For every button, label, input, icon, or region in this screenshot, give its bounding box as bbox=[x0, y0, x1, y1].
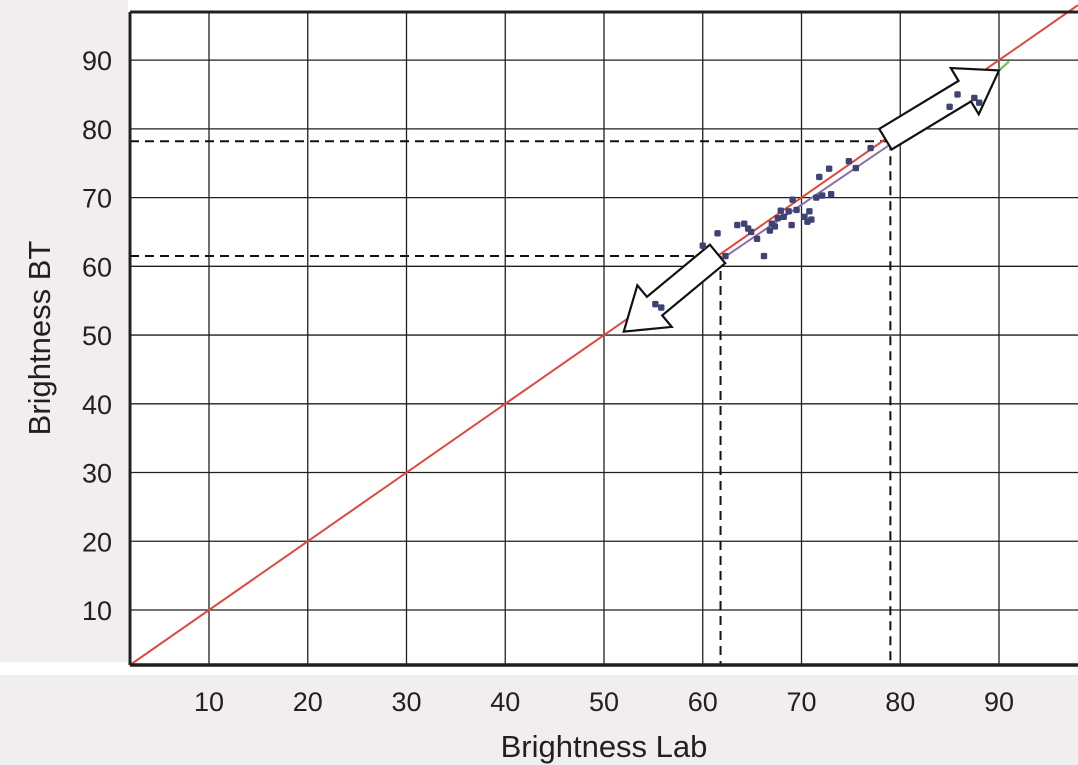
y-label-panel bbox=[0, 0, 128, 662]
y-tick-label-50: 50 bbox=[82, 321, 112, 351]
data-point-30 bbox=[827, 190, 835, 198]
y-tick-label-30: 30 bbox=[82, 459, 112, 489]
data-point-33 bbox=[867, 144, 874, 152]
x-axis-title: Brightness Lab bbox=[501, 729, 708, 764]
data-point-20 bbox=[789, 196, 796, 203]
data-point-24 bbox=[806, 208, 813, 215]
data-point-19 bbox=[788, 221, 795, 229]
fit-line-end-2 bbox=[998, 60, 1010, 72]
arrows bbox=[622, 60, 1010, 333]
data-point-34 bbox=[946, 103, 953, 111]
data-point-32 bbox=[852, 164, 860, 172]
data-point-26 bbox=[813, 194, 820, 201]
y-tick-label-40: 40 bbox=[82, 390, 112, 420]
arrow-shape-1 bbox=[622, 243, 727, 333]
data-point-11 bbox=[760, 252, 768, 260]
y-tick-label-90: 90 bbox=[82, 46, 112, 76]
data-point-4 bbox=[714, 230, 721, 237]
x-tick-label-90: 90 bbox=[984, 687, 1014, 717]
x-label-panel bbox=[0, 675, 1078, 765]
data-point-17 bbox=[780, 213, 787, 221]
x-tick-label-40: 40 bbox=[490, 687, 520, 717]
data-point-16 bbox=[777, 207, 784, 214]
data-point-14 bbox=[771, 223, 779, 230]
x-tick-labels: 10 20 30 40 50 60 70 80 90 bbox=[194, 687, 1014, 717]
data-point-7 bbox=[741, 220, 748, 227]
data-point-36 bbox=[971, 94, 978, 102]
arrow-down-left bbox=[622, 243, 727, 333]
data-point-6 bbox=[734, 221, 741, 229]
gridlines bbox=[130, 12, 1078, 665]
data-point-1 bbox=[652, 300, 659, 308]
data-point-2 bbox=[658, 304, 665, 311]
x-tick-label-30: 30 bbox=[391, 687, 421, 717]
data-points bbox=[652, 91, 983, 311]
data-point-12 bbox=[766, 227, 774, 234]
plot-frame bbox=[128, 10, 1078, 667]
data-point-18 bbox=[785, 208, 792, 215]
y-tick-labels: 10 20 30 40 50 60 70 80 90 bbox=[82, 46, 112, 626]
data-point-37 bbox=[976, 99, 983, 106]
x-tick-label-50: 50 bbox=[589, 687, 619, 717]
y-tick-label-60: 60 bbox=[82, 252, 112, 282]
x-tick-label-70: 70 bbox=[786, 687, 816, 717]
data-point-21 bbox=[793, 206, 800, 214]
x-tick-label-10: 10 bbox=[194, 687, 224, 717]
data-point-25 bbox=[808, 216, 815, 223]
data-point-22 bbox=[801, 213, 808, 221]
data-point-29 bbox=[825, 165, 833, 172]
y-tick-label-10: 10 bbox=[82, 596, 112, 626]
y-axis-title: Brightness BT bbox=[22, 241, 57, 436]
arrow-up-right bbox=[877, 66, 1001, 151]
data-point-28 bbox=[819, 192, 826, 199]
data-point-10 bbox=[753, 235, 761, 243]
data-point-35 bbox=[954, 91, 961, 98]
data-point-5 bbox=[722, 252, 729, 260]
data-point-3 bbox=[699, 242, 706, 249]
data-point-9 bbox=[747, 228, 755, 236]
x-tick-label-20: 20 bbox=[293, 687, 323, 717]
y-tick-label-20: 20 bbox=[82, 527, 112, 557]
y-tick-label-80: 80 bbox=[82, 115, 112, 145]
y-tick-label-70: 70 bbox=[82, 184, 112, 214]
dashed-guides bbox=[130, 140, 892, 665]
x-tick-label-80: 80 bbox=[885, 687, 915, 717]
data-point-15 bbox=[774, 215, 781, 222]
x-tick-label-60: 60 bbox=[688, 687, 718, 717]
arrow-shape-2 bbox=[877, 66, 1001, 151]
data-point-27 bbox=[816, 173, 823, 181]
data-point-31 bbox=[845, 157, 853, 165]
